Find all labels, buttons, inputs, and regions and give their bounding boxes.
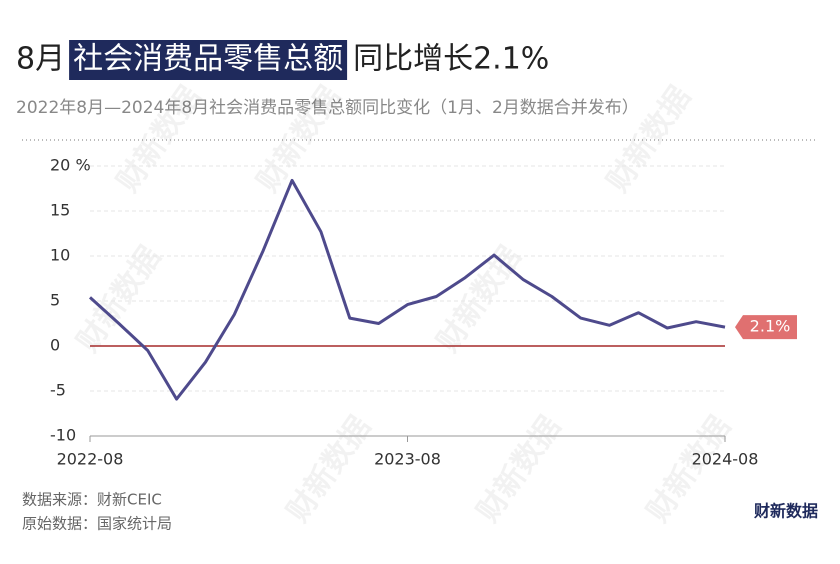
y-tick-label: 15 — [50, 201, 70, 220]
y-tick-label: 20 % — [50, 156, 91, 175]
source: 数据来源：财新CEIC — [22, 491, 162, 509]
data-label: 2.1% — [750, 317, 791, 336]
subtitle: 2022年8月—2024年8月社会消费品零售总额同比变化（1月、2月数据合并发布… — [16, 98, 639, 118]
x-tick-label: 2024-08 — [692, 450, 759, 469]
label-badge — [735, 315, 797, 340]
title-part: 社会消费品零售总额 — [73, 42, 343, 77]
title-part: 同比增长2.1% — [353, 42, 549, 77]
y-tick-label: -5 — [50, 381, 66, 400]
x-tick-label: 2022-08 — [57, 450, 124, 469]
y-tick-label: -10 — [50, 426, 76, 445]
watermark: 财新数据 — [470, 410, 567, 528]
title-highlight — [69, 40, 348, 80]
y-tick-label: 0 — [50, 336, 60, 355]
y-tick-label: 10 — [50, 246, 70, 265]
raw-source: 原始数据：国家统计局 — [22, 515, 172, 533]
x-tick-label: 2023-08 — [374, 450, 441, 469]
line — [88, 178, 726, 401]
watermark: 财新数据 — [430, 240, 527, 358]
watermark: 财新数据 — [640, 410, 737, 528]
watermark: 财新数据 — [70, 240, 167, 358]
y-tick-label: 5 — [50, 291, 60, 310]
watermark: 财新数据 — [280, 410, 377, 528]
logo: 财新数据 — [753, 502, 818, 521]
title-part: 8月 — [16, 42, 65, 77]
